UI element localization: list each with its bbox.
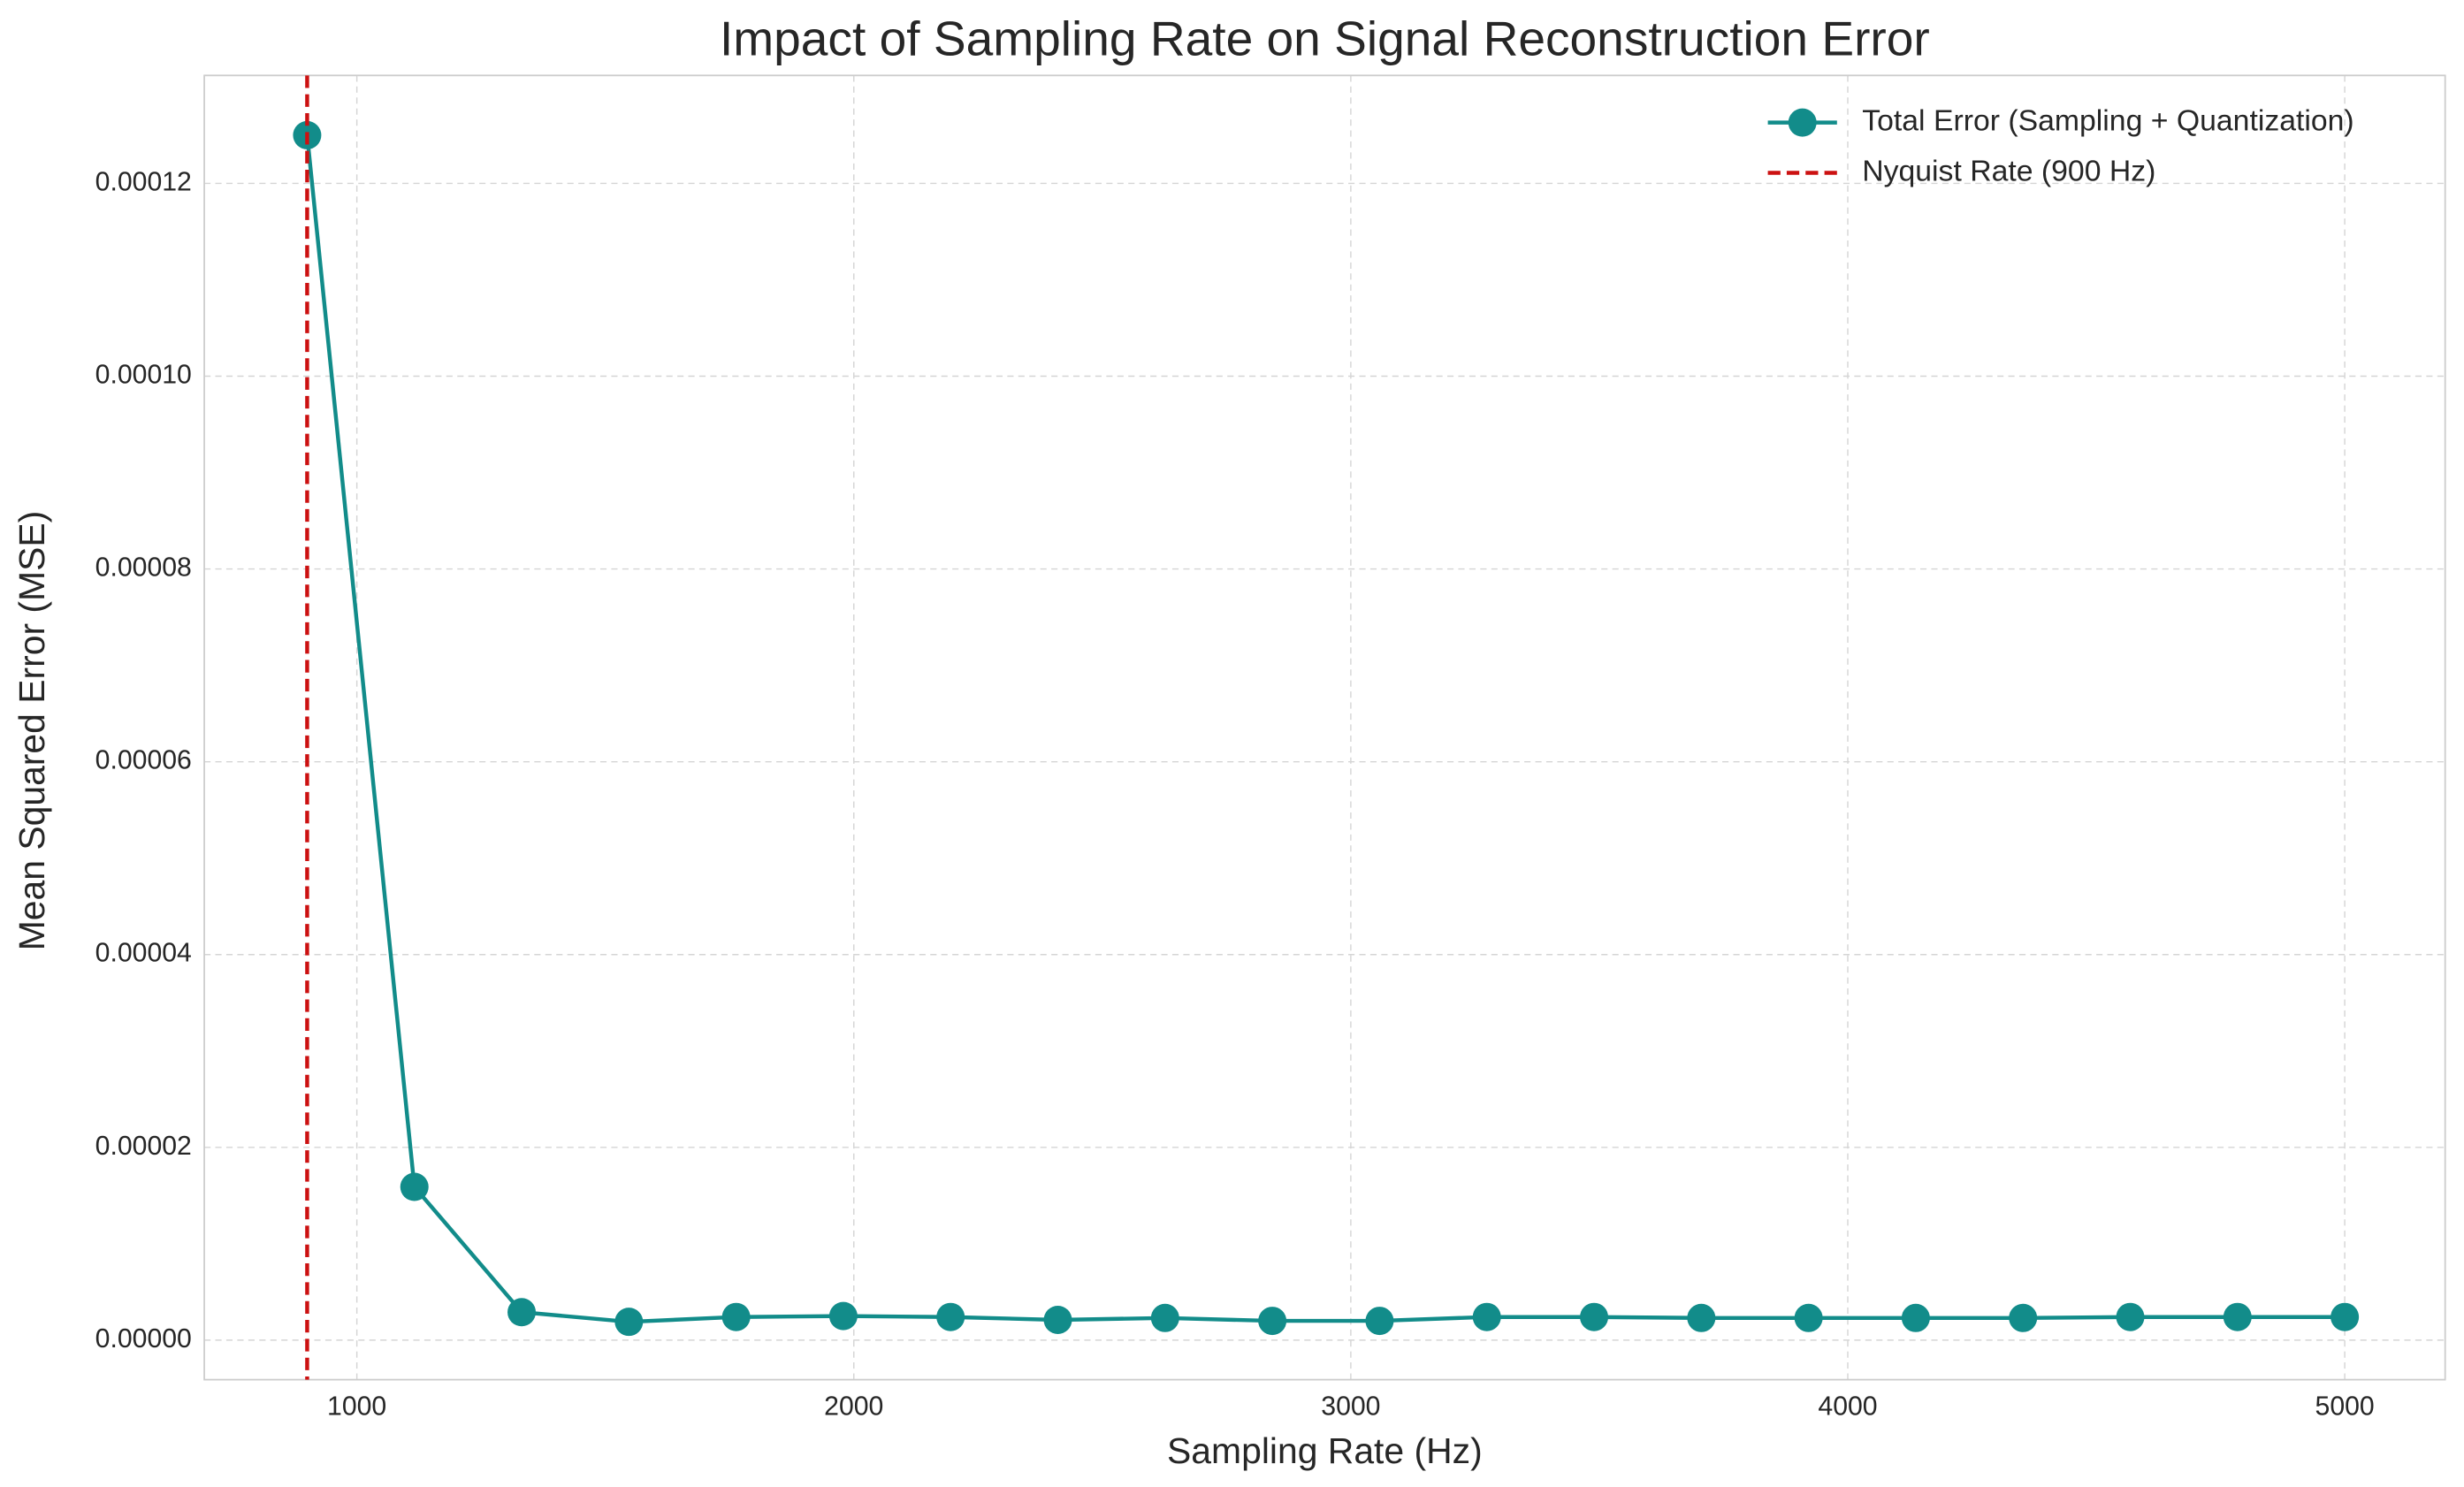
x-tick-label: 1000 — [327, 1392, 386, 1422]
data-point — [828, 1301, 858, 1331]
data-point — [721, 1302, 751, 1331]
data-point — [1258, 1307, 1287, 1336]
plot-frame — [203, 74, 2446, 1381]
data-point — [2223, 1302, 2252, 1331]
data-point — [1043, 1305, 1072, 1334]
data-point — [1365, 1307, 1394, 1336]
chart-title: Impact of Sampling Rate on Signal Recons… — [720, 11, 1930, 66]
y-tick-label: 0.00006 — [95, 746, 192, 775]
x-tick-label: 4000 — [1818, 1392, 1877, 1422]
data-point — [1472, 1302, 1501, 1331]
x-tick-label: 5000 — [2315, 1392, 2375, 1422]
legend-marker — [1788, 108, 1817, 137]
y-tick-label: 0.00012 — [95, 167, 192, 196]
series-line — [305, 134, 2346, 1324]
x-tick-label: 2000 — [824, 1392, 883, 1422]
data-point — [2116, 1302, 2145, 1331]
x-axis-label: Sampling Rate (Hz) — [1167, 1430, 1483, 1471]
x-tick-label: 3000 — [1321, 1392, 1380, 1422]
legend-label: Total Error (Sampling + Quantization) — [1862, 104, 2353, 138]
data-point — [1580, 1302, 1609, 1331]
data-point — [2331, 1302, 2360, 1331]
y-tick-label: 0.00000 — [95, 1324, 192, 1354]
y-tick-label: 0.00008 — [95, 553, 192, 583]
data-point — [1901, 1303, 1930, 1332]
data-point — [1687, 1303, 1716, 1332]
legend-label: Nyquist Rate (900 Hz) — [1862, 154, 2155, 187]
y-tick-label: 0.00002 — [95, 1132, 192, 1161]
data-point — [400, 1172, 429, 1201]
data-point — [1794, 1303, 1823, 1332]
data-point — [614, 1308, 644, 1337]
data-point — [1150, 1303, 1179, 1332]
data-point — [2009, 1303, 2038, 1332]
data-point — [507, 1298, 537, 1327]
data-point — [936, 1302, 965, 1331]
y-axis-label: Mean Squared Error (MSE) — [11, 511, 52, 951]
y-tick-label: 0.00004 — [95, 939, 192, 968]
y-tick-label: 0.00010 — [95, 361, 192, 390]
